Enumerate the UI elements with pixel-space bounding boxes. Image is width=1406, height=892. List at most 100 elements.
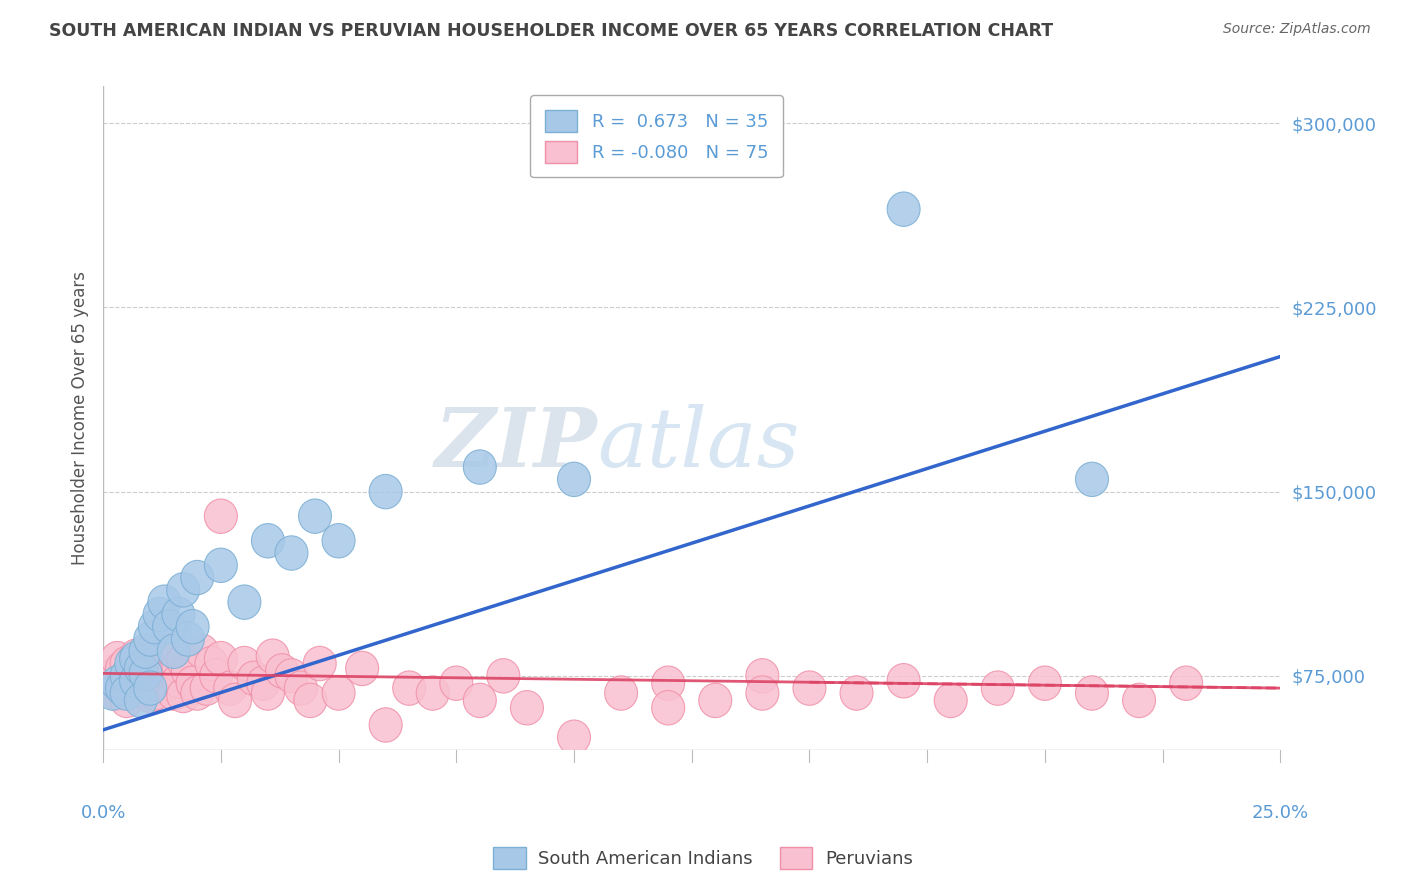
Ellipse shape xyxy=(392,671,426,706)
Ellipse shape xyxy=(115,671,148,706)
Ellipse shape xyxy=(464,450,496,484)
Ellipse shape xyxy=(124,683,157,717)
Ellipse shape xyxy=(167,573,200,607)
Ellipse shape xyxy=(138,609,172,644)
Ellipse shape xyxy=(204,499,238,533)
Ellipse shape xyxy=(148,585,181,619)
Ellipse shape xyxy=(839,676,873,710)
Ellipse shape xyxy=(745,676,779,710)
Ellipse shape xyxy=(605,676,637,710)
Ellipse shape xyxy=(252,676,284,710)
Ellipse shape xyxy=(134,654,167,688)
Ellipse shape xyxy=(172,622,204,657)
Ellipse shape xyxy=(181,676,214,710)
Ellipse shape xyxy=(699,683,731,717)
Ellipse shape xyxy=(1028,666,1062,700)
Ellipse shape xyxy=(120,664,153,698)
Ellipse shape xyxy=(134,678,167,713)
Ellipse shape xyxy=(124,651,157,686)
Ellipse shape xyxy=(172,654,204,688)
Ellipse shape xyxy=(96,658,129,693)
Ellipse shape xyxy=(934,683,967,717)
Ellipse shape xyxy=(120,641,153,676)
Ellipse shape xyxy=(276,536,308,570)
Ellipse shape xyxy=(129,634,162,668)
Ellipse shape xyxy=(162,648,195,683)
Ellipse shape xyxy=(298,499,332,533)
Ellipse shape xyxy=(176,609,209,644)
Ellipse shape xyxy=(110,658,143,693)
Ellipse shape xyxy=(157,657,190,690)
Ellipse shape xyxy=(124,648,157,683)
Ellipse shape xyxy=(124,673,157,707)
Ellipse shape xyxy=(134,671,167,706)
Ellipse shape xyxy=(416,676,450,710)
Ellipse shape xyxy=(115,661,148,696)
Ellipse shape xyxy=(148,661,181,696)
Ellipse shape xyxy=(162,598,195,632)
Legend: R =  0.673   N = 35, R = -0.080   N = 75: R = 0.673 N = 35, R = -0.080 N = 75 xyxy=(530,95,783,178)
Legend: South American Indians, Peruvians: South American Indians, Peruvians xyxy=(484,838,922,879)
Ellipse shape xyxy=(101,666,134,700)
Ellipse shape xyxy=(238,661,270,696)
Ellipse shape xyxy=(129,657,162,690)
Ellipse shape xyxy=(162,664,195,698)
Ellipse shape xyxy=(887,192,920,227)
Ellipse shape xyxy=(129,644,162,678)
Ellipse shape xyxy=(1076,676,1108,710)
Text: Source: ZipAtlas.com: Source: ZipAtlas.com xyxy=(1223,22,1371,37)
Ellipse shape xyxy=(105,671,138,706)
Ellipse shape xyxy=(186,634,218,668)
Ellipse shape xyxy=(322,524,356,558)
Text: atlas: atlas xyxy=(598,404,800,484)
Ellipse shape xyxy=(157,634,190,668)
Ellipse shape xyxy=(120,657,153,690)
Ellipse shape xyxy=(204,548,238,582)
Ellipse shape xyxy=(228,585,262,619)
Ellipse shape xyxy=(101,676,134,710)
Ellipse shape xyxy=(1170,666,1202,700)
Text: 0.0%: 0.0% xyxy=(80,804,125,822)
Ellipse shape xyxy=(115,647,148,681)
Ellipse shape xyxy=(101,641,134,676)
Text: 25.0%: 25.0% xyxy=(1251,804,1309,822)
Ellipse shape xyxy=(120,639,153,673)
Ellipse shape xyxy=(266,654,298,688)
Ellipse shape xyxy=(200,658,232,693)
Ellipse shape xyxy=(294,683,326,717)
Ellipse shape xyxy=(370,707,402,742)
Ellipse shape xyxy=(143,598,176,632)
Ellipse shape xyxy=(652,690,685,725)
Ellipse shape xyxy=(157,676,190,710)
Ellipse shape xyxy=(110,676,143,710)
Ellipse shape xyxy=(981,671,1014,706)
Ellipse shape xyxy=(176,666,209,700)
Ellipse shape xyxy=(246,666,280,700)
Ellipse shape xyxy=(167,644,200,678)
Ellipse shape xyxy=(284,671,318,706)
Ellipse shape xyxy=(129,664,162,698)
Ellipse shape xyxy=(110,647,143,681)
Ellipse shape xyxy=(138,676,172,710)
Ellipse shape xyxy=(1076,462,1108,497)
Ellipse shape xyxy=(370,475,402,508)
Ellipse shape xyxy=(91,666,124,700)
Ellipse shape xyxy=(167,678,200,713)
Ellipse shape xyxy=(558,720,591,755)
Ellipse shape xyxy=(346,651,378,686)
Ellipse shape xyxy=(464,683,496,717)
Ellipse shape xyxy=(652,666,685,700)
Ellipse shape xyxy=(887,664,920,698)
Y-axis label: Householder Income Over 65 years: Householder Income Over 65 years xyxy=(72,271,89,565)
Ellipse shape xyxy=(190,671,224,706)
Ellipse shape xyxy=(322,676,356,710)
Ellipse shape xyxy=(276,658,308,693)
Ellipse shape xyxy=(486,658,520,693)
Ellipse shape xyxy=(214,671,246,706)
Text: SOUTH AMERICAN INDIAN VS PERUVIAN HOUSEHOLDER INCOME OVER 65 YEARS CORRELATION C: SOUTH AMERICAN INDIAN VS PERUVIAN HOUSEH… xyxy=(49,22,1053,40)
Ellipse shape xyxy=(143,634,176,668)
Ellipse shape xyxy=(195,647,228,681)
Ellipse shape xyxy=(153,609,186,644)
Ellipse shape xyxy=(138,666,172,700)
Ellipse shape xyxy=(1122,683,1156,717)
